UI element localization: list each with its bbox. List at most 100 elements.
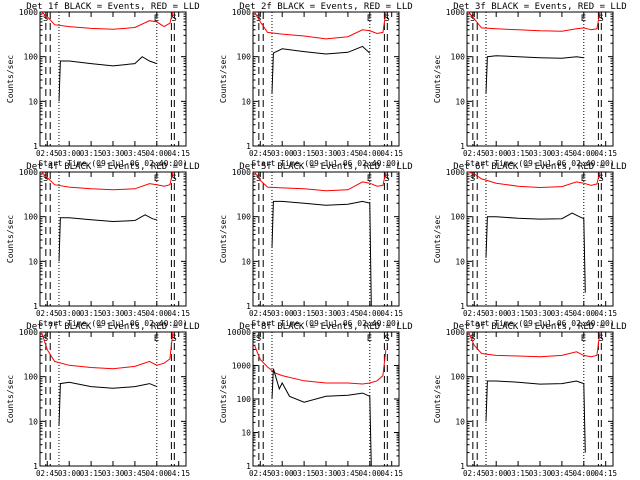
x-tick-label: 04:00 (146, 469, 169, 478)
y-tick-label: 10 (241, 257, 251, 266)
x-tick-label: 03:45 (337, 149, 360, 158)
y-axis-label: Counts/sec (433, 55, 442, 103)
y-tick-label: 100 (451, 213, 466, 222)
event-marker-label: E (154, 174, 159, 184)
x-tick-label: 04:00 (146, 309, 169, 318)
event-marker-label: E (581, 14, 586, 24)
x-tick-label: 02:45 (249, 309, 272, 318)
x-tick-label: 04:15 (167, 149, 190, 158)
y-tick-label: 10 (28, 257, 38, 266)
event-marker-label: S (470, 14, 475, 24)
y-tick-label: 1 (246, 142, 251, 151)
y-tick-label: 100 (24, 373, 39, 382)
y-tick-label: 100 (451, 373, 466, 382)
lld-rate-line (468, 171, 601, 189)
event-marker-label: S (171, 174, 176, 184)
event-marker-label: S (256, 334, 261, 344)
x-tick-label: 03:00 (271, 469, 294, 478)
event-marker-label: S (598, 334, 603, 344)
x-tick-label: 03:45 (124, 149, 147, 158)
event-marker-label: E (581, 174, 586, 184)
y-tick-label: 1 (460, 142, 465, 151)
x-tick-label: 04:00 (146, 149, 169, 158)
chart-title: Det 7f BLACK = Events, RED = LLD (26, 322, 199, 332)
event-marker-label: S (384, 334, 389, 344)
x-tick-label: 04:00 (573, 309, 596, 318)
x-tick-label: 02:45 (36, 469, 59, 478)
x-tick-label: 03:15 (507, 469, 530, 478)
plot-frame (39, 331, 187, 467)
x-tick-label: 03:45 (124, 309, 147, 318)
x-tick-label: 03:30 (102, 469, 125, 478)
x-axis-label: Start Time (09-Jul-06 02:40:00) (465, 159, 614, 168)
chart-panel: Det 9f BLACK = Events, RED = LLD 1 10 100 10… (433, 322, 627, 480)
event-rate-line (58, 381, 157, 426)
y-tick-label: 100 (24, 53, 39, 62)
y-tick-label: 1000 (19, 8, 38, 17)
x-tick-label: 03:45 (124, 469, 147, 478)
plot-frame (39, 171, 187, 307)
x-tick-label: 02:45 (463, 309, 486, 318)
chart-panel: Det 4f BLACK = Events, RED = LLD 1 10 100 10… (6, 162, 200, 328)
event-marker-label: S (256, 174, 261, 184)
chart-panel: Det 8f BLACK = Events, RED = LLD 1 10 100 10… (219, 322, 413, 480)
x-tick-label: 03:30 (529, 469, 552, 478)
chart-title: Det 3f BLACK = Events, RED = LLD (453, 2, 626, 12)
y-tick-label: 10 (241, 97, 251, 106)
event-marker-label: E (154, 334, 159, 344)
chart-title: Det 1f BLACK = Events, RED = LLD (26, 2, 199, 12)
x-axis-label: Start Time (09-Jul-06 02:40:00) (38, 159, 187, 168)
chart-title: Det 9f BLACK = Events, RED = LLD (453, 322, 626, 332)
plot-frame (252, 331, 400, 467)
x-tick-label: 02:45 (463, 149, 486, 158)
x-tick-label: 02:45 (36, 309, 59, 318)
x-tick-label: 04:00 (359, 149, 382, 158)
event-rate-line (485, 212, 586, 293)
x-tick-label: 04:00 (359, 309, 382, 318)
event-marker-label: S (43, 174, 48, 184)
y-tick-label: 1000 (446, 168, 465, 177)
chart-title: Det 6f BLACK = Events, RED = LLD (453, 162, 626, 172)
x-tick-label: 03:30 (529, 309, 552, 318)
y-tick-label: 100 (237, 53, 252, 62)
x-tick-label: 03:30 (315, 149, 338, 158)
y-tick-label: 100 (237, 213, 252, 222)
x-axis-label: Start Time (09-Jul-06 02:40:00) (251, 159, 400, 168)
x-tick-label: 02:45 (36, 149, 59, 158)
lld-rate-line (254, 345, 387, 385)
event-marker-label: E (367, 174, 372, 184)
x-tick-label: 04:00 (573, 469, 596, 478)
event-marker-label: S (598, 174, 603, 184)
x-tick-label: 04:00 (573, 149, 596, 158)
lld-rate-line (41, 11, 174, 30)
x-tick-label: 03:00 (271, 149, 294, 158)
event-marker-label: S (384, 174, 389, 184)
event-marker-label: S (598, 14, 603, 24)
plot-frame (466, 171, 614, 307)
event-marker-label: S (470, 174, 475, 184)
x-tick-label: 03:45 (551, 309, 574, 318)
x-tick-label: 03:15 (80, 469, 103, 478)
lld-rate-line (254, 11, 387, 40)
event-marker-label: S (384, 14, 389, 24)
x-tick-label: 04:15 (380, 149, 403, 158)
lld-rate-line (468, 11, 601, 32)
lld-rate-line (468, 331, 601, 358)
event-marker-label: S (171, 14, 176, 24)
event-rate-line (485, 55, 584, 94)
event-marker-label: E (367, 14, 372, 24)
chart-panel: Det 5f BLACK = Events, RED = LLD 1 10 100 10… (219, 162, 413, 328)
x-tick-label: 03:00 (58, 309, 81, 318)
event-marker-label: E (581, 334, 586, 344)
y-tick-label: 1 (460, 302, 465, 311)
x-axis-label: Start Time (09-Jul-06 02:40:00) (38, 319, 187, 328)
y-tick-label: 1 (246, 302, 251, 311)
plot-frame (466, 11, 614, 147)
y-tick-label: 100 (24, 213, 39, 222)
plot-frame (252, 11, 400, 147)
event-marker-label: S (470, 334, 475, 344)
event-marker-label: S (43, 14, 48, 24)
x-tick-label: 03:30 (102, 309, 125, 318)
y-tick-label: 1 (33, 142, 38, 151)
